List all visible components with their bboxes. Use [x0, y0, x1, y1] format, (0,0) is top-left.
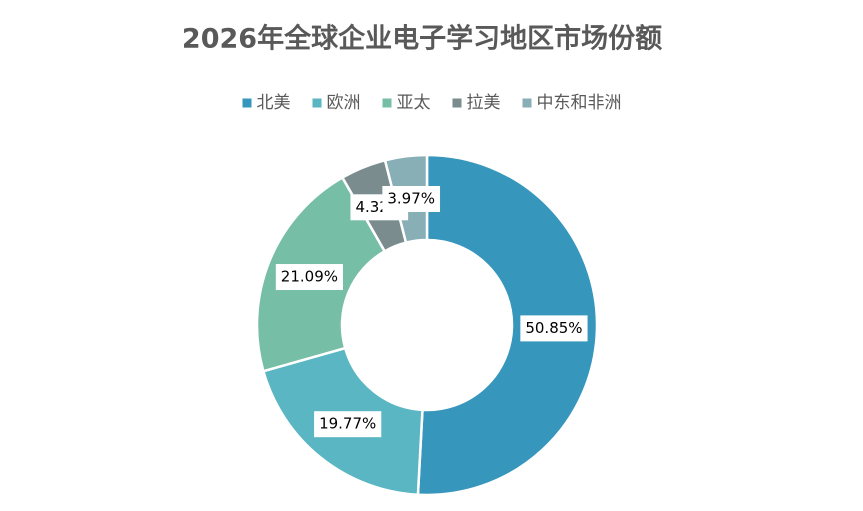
- data-label-text: 50.85%: [525, 319, 582, 337]
- legend-swatch: [312, 98, 322, 108]
- donut-slice: [416, 153, 599, 497]
- legend-item: 中东和非洲: [522, 93, 622, 113]
- chart-title: 2026年全球企业电子学习地区市场份额: [182, 23, 662, 55]
- legend-swatch: [242, 98, 252, 108]
- legend-label: 拉美: [467, 93, 501, 113]
- data-label-text: 3.97%: [387, 189, 435, 207]
- data-label: 3.97%: [382, 185, 441, 212]
- legend-label: 亚太: [397, 93, 431, 113]
- data-label: 21.09%: [275, 264, 344, 291]
- data-label-text: 21.09%: [281, 268, 338, 286]
- legend-swatch: [452, 98, 462, 108]
- legend-item: 亚太: [382, 93, 431, 113]
- legend-swatch: [522, 98, 532, 108]
- data-label-bg: [520, 315, 588, 342]
- legend-item: 拉美: [452, 93, 501, 113]
- data-label: 50.85%: [520, 315, 588, 342]
- data-label-bg: [382, 185, 441, 212]
- legend-item: 欧洲: [312, 93, 361, 113]
- legend-label: 北美: [257, 93, 291, 113]
- legend-item: 北美: [242, 93, 291, 113]
- legend-label: 欧洲: [327, 93, 361, 113]
- data-label-bg: [314, 411, 382, 438]
- data-label-bg: [275, 264, 344, 291]
- data-label-text: 19.77%: [319, 415, 376, 433]
- legend-swatch: [382, 98, 392, 108]
- legend-label: 中东和非洲: [537, 93, 622, 113]
- data-label: 19.77%: [314, 411, 382, 438]
